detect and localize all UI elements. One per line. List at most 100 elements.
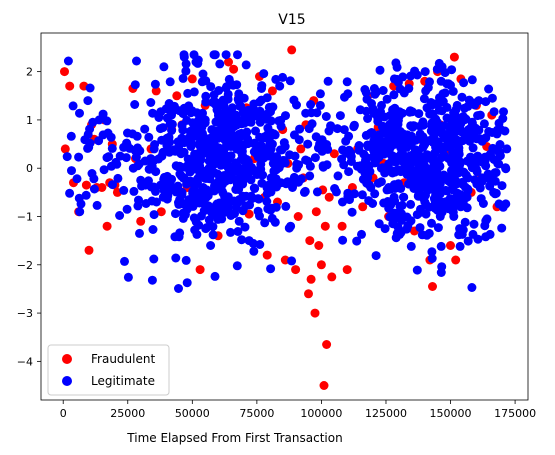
point-fraudulent	[319, 381, 329, 390]
point-legitimate	[467, 283, 477, 292]
point-fraudulent	[324, 192, 334, 202]
point-fraudulent	[320, 221, 330, 231]
point-legitimate	[315, 100, 325, 110]
point-legitimate	[155, 124, 165, 134]
point-legitimate	[220, 96, 229, 106]
point-legitimate	[144, 132, 154, 142]
point-legitimate	[281, 179, 291, 189]
point-legitimate	[165, 77, 175, 87]
point-legitimate	[75, 207, 85, 217]
points-layer	[60, 45, 512, 390]
point-legitimate	[421, 151, 430, 161]
point-legitimate	[312, 187, 322, 197]
point-legitimate	[179, 50, 189, 60]
point-legitimate	[119, 185, 129, 195]
point-fraudulent	[291, 265, 301, 275]
point-legitimate	[190, 159, 199, 169]
point-legitimate	[479, 119, 489, 129]
point-legitimate	[262, 93, 272, 103]
point-legitimate	[196, 140, 206, 149]
point-legitimate	[427, 247, 437, 257]
point-legitimate	[470, 175, 480, 185]
point-legitimate	[455, 224, 465, 234]
point-legitimate	[473, 234, 483, 244]
point-legitimate	[237, 149, 247, 159]
x-tick-label: 75000	[239, 407, 274, 420]
point-legitimate	[481, 133, 491, 143]
point-legitimate	[232, 261, 242, 271]
point-legitimate	[215, 175, 225, 185]
point-legitimate	[388, 168, 397, 178]
point-legitimate	[175, 228, 185, 238]
point-legitimate	[85, 138, 95, 148]
point-legitimate	[388, 139, 398, 149]
point-legitimate	[255, 240, 265, 249]
point-legitimate	[75, 108, 84, 118]
point-legitimate	[331, 187, 341, 197]
point-legitimate	[162, 194, 172, 204]
point-legitimate	[468, 143, 478, 153]
point-fraudulent	[84, 245, 94, 255]
point-fraudulent	[327, 272, 337, 282]
point-legitimate	[200, 118, 210, 128]
point-fraudulent	[229, 64, 239, 74]
point-legitimate	[177, 190, 187, 200]
point-legitimate	[246, 191, 256, 201]
point-legitimate	[229, 122, 239, 132]
point-legitimate	[413, 191, 423, 201]
point-legitimate	[305, 161, 315, 171]
point-legitimate	[210, 271, 220, 281]
point-legitimate	[102, 116, 112, 126]
point-legitimate	[223, 202, 233, 212]
point-legitimate	[427, 118, 437, 128]
point-legitimate	[186, 108, 196, 118]
point-legitimate	[234, 141, 243, 151]
x-tick-label: 0	[60, 407, 67, 420]
point-legitimate	[107, 143, 117, 153]
point-fraudulent	[60, 144, 70, 154]
point-legitimate	[204, 146, 214, 156]
point-legitimate	[253, 194, 263, 204]
point-legitimate	[149, 144, 159, 154]
point-legitimate	[446, 133, 456, 143]
legend-label-legitimate: Legitimate	[91, 374, 155, 388]
point-legitimate	[76, 199, 86, 209]
point-legitimate	[306, 100, 316, 109]
point-legitimate	[182, 204, 192, 214]
point-legitimate	[226, 151, 236, 161]
point-legitimate	[318, 161, 328, 171]
point-fraudulent	[262, 250, 272, 260]
point-legitimate	[310, 153, 320, 163]
point-legitimate	[178, 73, 188, 83]
point-legitimate	[281, 111, 290, 121]
point-fraudulent	[65, 81, 75, 91]
point-legitimate	[467, 75, 477, 85]
point-legitimate	[266, 151, 276, 161]
point-fraudulent	[446, 241, 455, 250]
point-legitimate	[406, 199, 416, 209]
point-legitimate	[451, 193, 461, 203]
point-legitimate	[402, 170, 412, 179]
point-legitimate	[380, 224, 390, 234]
point-legitimate	[260, 218, 270, 228]
point-legitimate	[407, 150, 417, 160]
point-legitimate	[249, 147, 259, 157]
point-legitimate	[332, 124, 342, 134]
point-legitimate	[68, 101, 78, 111]
point-legitimate	[262, 197, 272, 206]
point-legitimate	[469, 219, 479, 229]
point-legitimate	[160, 180, 170, 190]
point-legitimate	[409, 184, 419, 193]
point-legitimate	[292, 159, 302, 169]
point-legitimate	[255, 117, 265, 127]
point-legitimate	[108, 180, 117, 190]
point-legitimate	[224, 162, 234, 172]
point-legitimate	[338, 235, 348, 245]
point-legitimate	[406, 216, 416, 226]
point-legitimate	[416, 204, 425, 214]
point-legitimate	[285, 76, 295, 86]
point-legitimate	[376, 150, 386, 160]
point-legitimate	[333, 171, 343, 181]
point-legitimate	[384, 183, 394, 192]
point-legitimate	[422, 230, 432, 240]
